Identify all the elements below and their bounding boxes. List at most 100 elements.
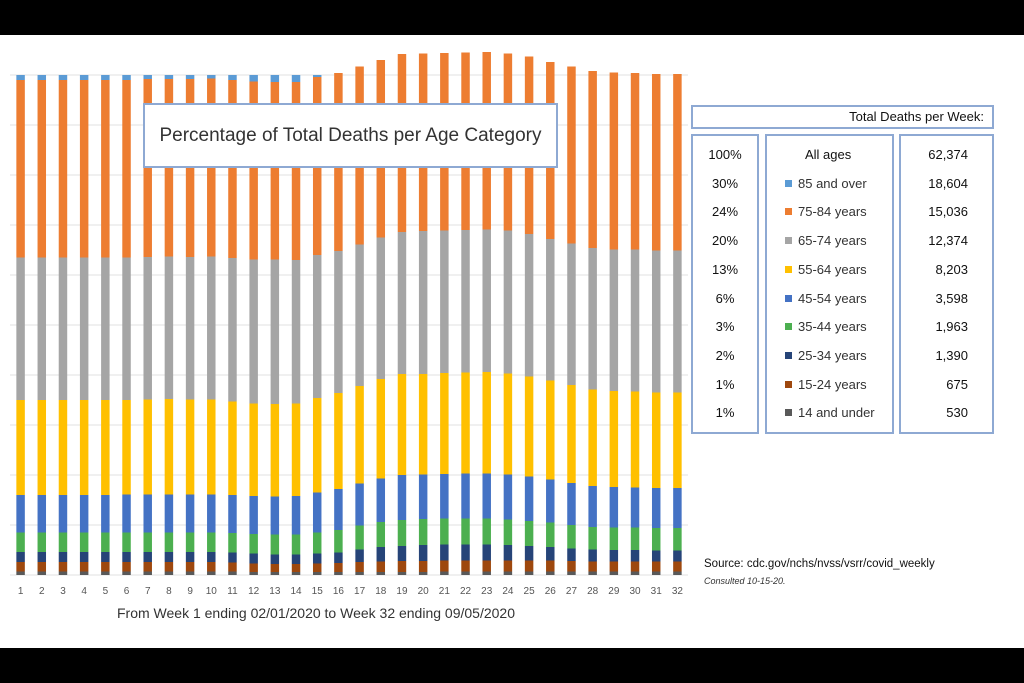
total-value: 1,963 — [935, 319, 968, 335]
bar-segment — [185, 571, 195, 575]
bar-segment — [122, 571, 131, 575]
bar-segment — [546, 239, 555, 381]
bar-segment — [249, 75, 258, 82]
bar-segment — [355, 549, 364, 562]
bar-segment — [164, 571, 174, 575]
x-tick-label: 8 — [166, 586, 172, 597]
bar-segment — [228, 552, 237, 563]
bar-segment — [482, 473, 491, 519]
bar-segment — [249, 534, 258, 554]
bar-segment — [249, 259, 258, 404]
bar-segment — [376, 522, 386, 547]
pct-value: 3% — [715, 319, 735, 335]
bar-segment — [567, 243, 576, 385]
x-tick-label: 11 — [227, 586, 238, 597]
bar-segment — [524, 234, 534, 377]
legend-label: 25-34 years — [798, 347, 867, 363]
bar-segment — [461, 518, 470, 545]
x-tick-label: 3 — [60, 586, 66, 597]
bar-segment — [567, 561, 576, 572]
x-tick-label: 30 — [629, 586, 641, 597]
bar-segment — [37, 400, 47, 495]
bar-segment — [122, 562, 131, 572]
bar-segment — [334, 393, 343, 489]
bar-segment — [397, 232, 407, 374]
x-tick-label: 13 — [269, 586, 281, 597]
bar-segment — [122, 257, 131, 400]
bar-segment — [609, 72, 619, 250]
legend-item: 25-34 years — [767, 346, 892, 366]
bar-segment — [355, 386, 364, 484]
bar-segment — [524, 546, 534, 561]
bar-segment — [546, 479, 555, 523]
x-tick-label: 25 — [524, 586, 536, 597]
bar-segment — [79, 257, 89, 400]
bar-segment — [376, 547, 386, 562]
x-tick-label: 26 — [545, 586, 557, 597]
bar-segment — [16, 571, 25, 575]
legend-swatch — [785, 237, 792, 245]
bar-segment — [122, 532, 131, 552]
bar-segment — [503, 373, 513, 475]
total-deaths-header: Total Deaths per Week: — [691, 105, 994, 129]
bar-segment — [58, 75, 68, 80]
bar-segment — [101, 571, 110, 575]
bar-segment — [312, 532, 322, 554]
bar-segment — [122, 400, 131, 495]
legend-label: 55-64 years — [798, 261, 867, 277]
bar-segment — [503, 560, 513, 572]
bar-segment — [249, 553, 258, 564]
bar-segment — [101, 552, 110, 562]
x-tick-label: 27 — [566, 586, 578, 597]
bar-segment — [524, 560, 534, 572]
legend-item: 45-54 years — [767, 289, 892, 309]
bar-segment — [673, 528, 682, 551]
bar-segment — [397, 520, 407, 546]
bar-segment — [673, 488, 682, 528]
age-category-legend: All ages 85 and over 75-84 years 65-74 yea… — [765, 134, 894, 434]
bar-segment — [58, 532, 68, 552]
bar-segment — [418, 231, 428, 374]
bar-segment — [440, 560, 449, 572]
x-tick-label: 4 — [81, 586, 87, 597]
x-tick-label: 6 — [124, 586, 130, 597]
bar-segment — [651, 250, 661, 393]
bar-segment — [588, 486, 597, 527]
bar-segment — [440, 571, 449, 575]
bar-segment — [122, 80, 131, 258]
bar-segment — [440, 474, 449, 519]
bar-segment — [503, 571, 513, 575]
bar-segment — [79, 532, 89, 552]
bar-segment — [291, 75, 301, 82]
pct-value: 24% — [711, 204, 739, 220]
bar-segment — [270, 82, 280, 260]
legend-label: 45-54 years — [798, 290, 867, 306]
legend-item: 65-74 years — [767, 231, 892, 251]
bar-segment — [588, 71, 597, 248]
legend-swatch — [785, 208, 792, 216]
source-text: Source: cdc.gov/nchs/nvss/vsrr/covid_wee… — [704, 558, 935, 570]
bar-segment — [567, 525, 576, 549]
bar-segment — [249, 403, 258, 496]
x-tick-label: 9 — [187, 586, 193, 597]
bar-segment — [58, 495, 68, 533]
bar-segment — [609, 571, 619, 575]
bar-segment — [651, 571, 661, 575]
bar-segment — [164, 399, 174, 495]
bar-segment — [418, 374, 428, 475]
bar-segment — [312, 492, 322, 533]
bar-segment — [524, 376, 534, 477]
bar-segment — [609, 550, 619, 562]
chart-title: Percentage of Total Deaths per Age Categ… — [143, 103, 558, 168]
bar-segment — [567, 66, 576, 244]
bar-segment — [291, 82, 301, 260]
bar-segment — [270, 75, 280, 82]
bar-segment — [164, 494, 174, 533]
x-tick-label: 17 — [354, 586, 366, 597]
bar-segment — [334, 530, 343, 553]
bar-segment — [482, 518, 491, 545]
bar-segment — [291, 534, 301, 555]
bar-segment — [228, 562, 237, 572]
bar-segment — [567, 571, 576, 575]
bar-segment — [207, 256, 216, 400]
